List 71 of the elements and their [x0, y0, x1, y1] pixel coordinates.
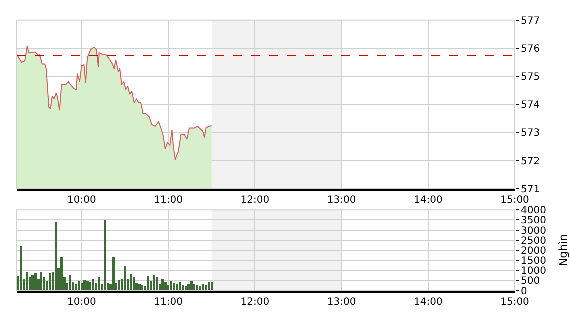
x-tick-label: 13:00: [327, 194, 356, 206]
x-tick-label: 12:00: [240, 194, 270, 206]
bar: [196, 285, 198, 291]
bar: [161, 279, 164, 291]
bar: [170, 281, 172, 291]
y-tick-label: 2500: [521, 236, 546, 247]
bar: [164, 282, 167, 291]
x-tick-label: 13:00: [327, 296, 356, 308]
y-tick-label: 500: [521, 276, 540, 288]
bar: [81, 283, 83, 291]
bar: [78, 281, 80, 291]
x-tick-label: 15:00: [500, 296, 530, 308]
bar: [211, 282, 213, 291]
y-tick-label: 577: [521, 16, 540, 27]
bar: [133, 277, 135, 291]
bar: [60, 257, 63, 291]
bar: [20, 246, 22, 291]
bar: [83, 280, 86, 291]
bar: [69, 275, 71, 291]
bar: [153, 275, 155, 291]
bar: [49, 273, 51, 291]
bar: [89, 282, 91, 291]
bar: [112, 257, 115, 291]
y-tick-label: 3000: [521, 226, 546, 237]
y-tick-label: 2000: [521, 246, 546, 257]
bar: [130, 274, 132, 291]
bar: [26, 272, 28, 291]
bar: [141, 285, 143, 291]
y-tick-label: 1500: [521, 256, 546, 268]
bar: [176, 284, 178, 291]
y-tick-label: 0: [521, 286, 528, 298]
bar: [34, 273, 37, 291]
bar: [208, 282, 210, 291]
bar: [147, 276, 149, 291]
y-tick-label: 572: [521, 156, 540, 168]
bar: [55, 222, 57, 291]
x-tick-label: 10:00: [68, 296, 96, 308]
y-tick-label: 575: [521, 72, 540, 84]
bar: [156, 277, 158, 291]
x-tick-label: 10:00: [68, 194, 96, 206]
bar: [205, 285, 207, 291]
y-tick-label: 4000: [521, 206, 546, 217]
y-tick-label: 571: [521, 184, 540, 196]
x-tick-label: 12:00: [240, 296, 270, 308]
bar: [202, 284, 204, 291]
y-tick-label: 573: [521, 128, 540, 140]
y-tick-label: 576: [521, 44, 540, 55]
bar: [40, 272, 42, 291]
y-tick-label: 574: [521, 100, 540, 112]
bar: [199, 286, 201, 291]
y-axis-title: Nghìn: [557, 234, 570, 267]
bar: [104, 220, 106, 291]
y-tick-label: 3500: [521, 216, 546, 227]
x-tick-label: 14:00: [414, 296, 443, 308]
x-tick-label: 11:00: [154, 194, 183, 206]
bar: [75, 284, 77, 291]
x-tick-label: 11:00: [154, 296, 183, 308]
x-tick-label: 15:00: [500, 194, 530, 206]
bar: [124, 266, 126, 291]
x-tick-label: 14:00: [414, 194, 443, 206]
bar: [179, 282, 181, 291]
bar: [185, 286, 187, 291]
bar: [193, 284, 195, 291]
bar: [187, 284, 190, 291]
bar: [118, 280, 120, 291]
y-tick-label: 1000: [521, 266, 546, 278]
bar: [98, 277, 100, 291]
bar: [92, 279, 94, 291]
bar: [167, 285, 169, 291]
bar: [173, 283, 175, 291]
bar: [182, 285, 184, 291]
